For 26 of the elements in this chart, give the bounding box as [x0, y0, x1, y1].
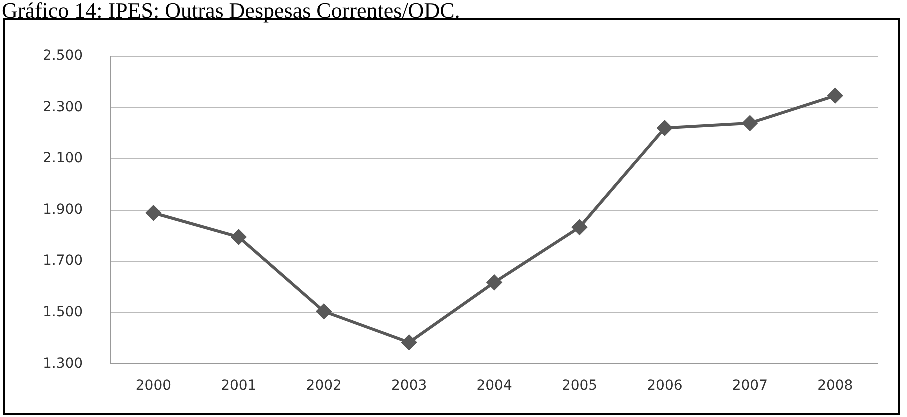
x-tick-label: 2003	[392, 378, 428, 394]
y-tick-label: 1.500	[42, 304, 84, 321]
point	[828, 88, 843, 104]
point	[742, 116, 758, 131]
x-tick-label: 2000	[136, 378, 172, 394]
x-tick-label: 2006	[647, 378, 683, 394]
y-tick-label: 2.100	[42, 150, 84, 167]
point	[146, 206, 162, 221]
point	[487, 275, 502, 290]
x-tick-label: 2004	[476, 378, 512, 394]
x-tick-label: 2008	[818, 378, 854, 394]
y-tick-label: 1.700	[42, 253, 84, 270]
y-tick-label: 1.900	[42, 202, 84, 218]
chart-title: Gráfico 14: IPES: Outras Despesas Correntes/ODC.	[1, 0, 462, 23]
y-tick-label: 1.300	[42, 356, 84, 372]
x-tick-label: 2002	[306, 378, 342, 394]
x-tick-label: 2007	[732, 378, 768, 394]
y-tick-label: 2.300	[42, 99, 84, 116]
point	[402, 335, 417, 350]
point	[657, 120, 672, 136]
point	[572, 220, 588, 235]
y-tick-label: 2.500	[42, 48, 84, 64]
point	[231, 230, 246, 245]
point	[316, 304, 332, 320]
x-tick-label: 2005	[562, 378, 598, 394]
x-tick-label: 2001	[221, 378, 257, 394]
